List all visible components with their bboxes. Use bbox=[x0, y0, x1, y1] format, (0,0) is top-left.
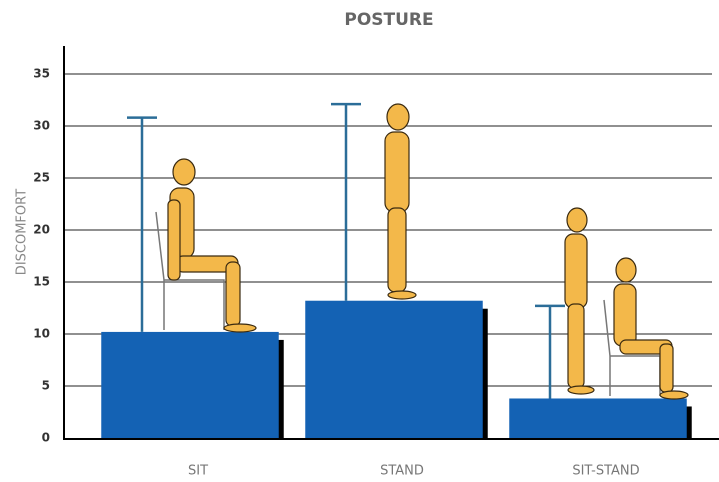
page: {"chart_data": {"type": "bar", "title": … bbox=[0, 0, 719, 482]
x-tick-label: STAND bbox=[380, 464, 424, 479]
chart-title: POSTURE bbox=[344, 10, 433, 30]
bar bbox=[101, 332, 278, 438]
bar bbox=[509, 398, 686, 438]
x-tick-label: SIT bbox=[188, 464, 208, 479]
figure-stand bbox=[385, 104, 416, 299]
x-tick-label: SIT-STAND bbox=[572, 464, 639, 479]
error-bar bbox=[127, 118, 157, 332]
bar bbox=[305, 301, 482, 438]
figure-sit-stand-standing bbox=[565, 208, 594, 394]
y-tick-label: 0 bbox=[42, 431, 50, 445]
figure-sit-stand-seated bbox=[604, 258, 688, 399]
error-bar bbox=[331, 104, 361, 301]
y-tick-label: 20 bbox=[33, 223, 50, 237]
y-tick-label: 25 bbox=[33, 171, 50, 185]
y-tick-label: 10 bbox=[33, 327, 50, 341]
chart: POSTURE DISCOMFORT 0 5 10 15 20 25 30 35 SIT STA… bbox=[0, 0, 719, 482]
figure-sit bbox=[156, 159, 256, 332]
y-tick-label: 5 bbox=[42, 379, 50, 393]
y-axis-label: DISCOMFORT bbox=[15, 189, 30, 275]
y-tick-label: 15 bbox=[33, 275, 50, 289]
y-tick-label: 30 bbox=[33, 119, 50, 133]
y-tick-label: 35 bbox=[33, 67, 50, 81]
error-bar bbox=[535, 306, 565, 399]
